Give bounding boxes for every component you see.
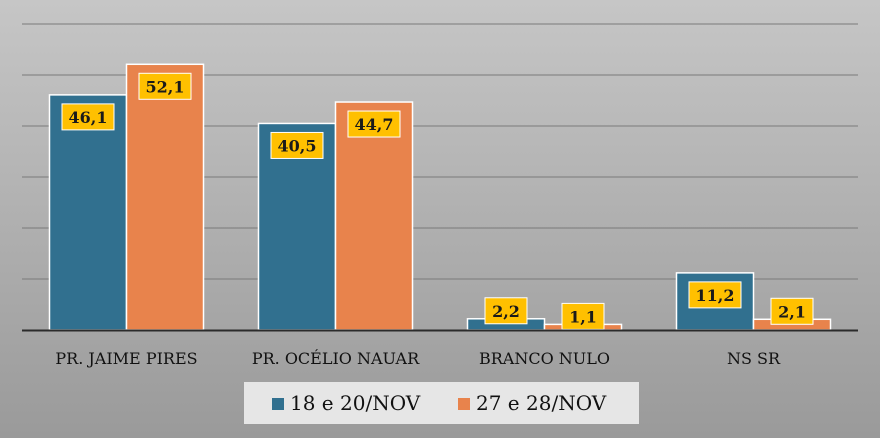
data-label-box [770, 297, 814, 325]
legend-swatch [272, 398, 284, 410]
legend: 18 e 20/NOV 27 e 28/NOV [244, 382, 639, 424]
legend-label: 27 e 28/NOV [476, 391, 607, 415]
data-label: 46,1 [61, 103, 115, 131]
data-label-box [138, 72, 192, 100]
data-label-box [688, 281, 742, 309]
data-label-text: 52,1 [146, 77, 185, 96]
data-label-text: 11,2 [696, 286, 735, 305]
data-label-box [61, 103, 115, 131]
x-tick-label: PR. OCÉLIO NAUAR [252, 348, 420, 368]
data-label-text: 40,5 [278, 136, 317, 155]
data-label-text: 44,7 [355, 115, 394, 134]
data-label: 11,2 [688, 281, 742, 309]
data-label-box [270, 131, 324, 159]
data-label: 52,1 [138, 72, 192, 100]
bar [125, 63, 205, 331]
data-labels: 46,1 40,5 2,2 11,2 52,1 44,7 1,1 2,1 [61, 72, 814, 330]
data-label: 44,7 [347, 110, 401, 138]
bar [334, 101, 414, 331]
data-label-box [561, 302, 605, 330]
legend-label: 18 e 20/NOV [290, 391, 421, 415]
legend-box [244, 382, 639, 424]
data-label: 2,2 [484, 297, 528, 325]
x-tick-label: BRANCO NULO [479, 349, 610, 368]
data-label: 40,5 [270, 131, 324, 159]
data-label: 1,1 [561, 302, 605, 330]
x-tick-label: PR. JAIME PIRES [55, 349, 197, 368]
data-label-text: 2,1 [778, 302, 806, 321]
legend-swatch [458, 398, 470, 410]
x-axis: PR. JAIME PIRES PR. OCÉLIO NAUAR BRANCO NU… [22, 329, 858, 368]
data-label: 2,1 [770, 297, 814, 325]
data-label-text: 1,1 [569, 307, 597, 326]
data-label-text: 2,2 [492, 302, 520, 321]
data-label-box [347, 110, 401, 138]
x-tick-label: NS SR [727, 349, 781, 368]
data-label-text: 46,1 [69, 108, 108, 127]
data-label-box [484, 297, 528, 325]
